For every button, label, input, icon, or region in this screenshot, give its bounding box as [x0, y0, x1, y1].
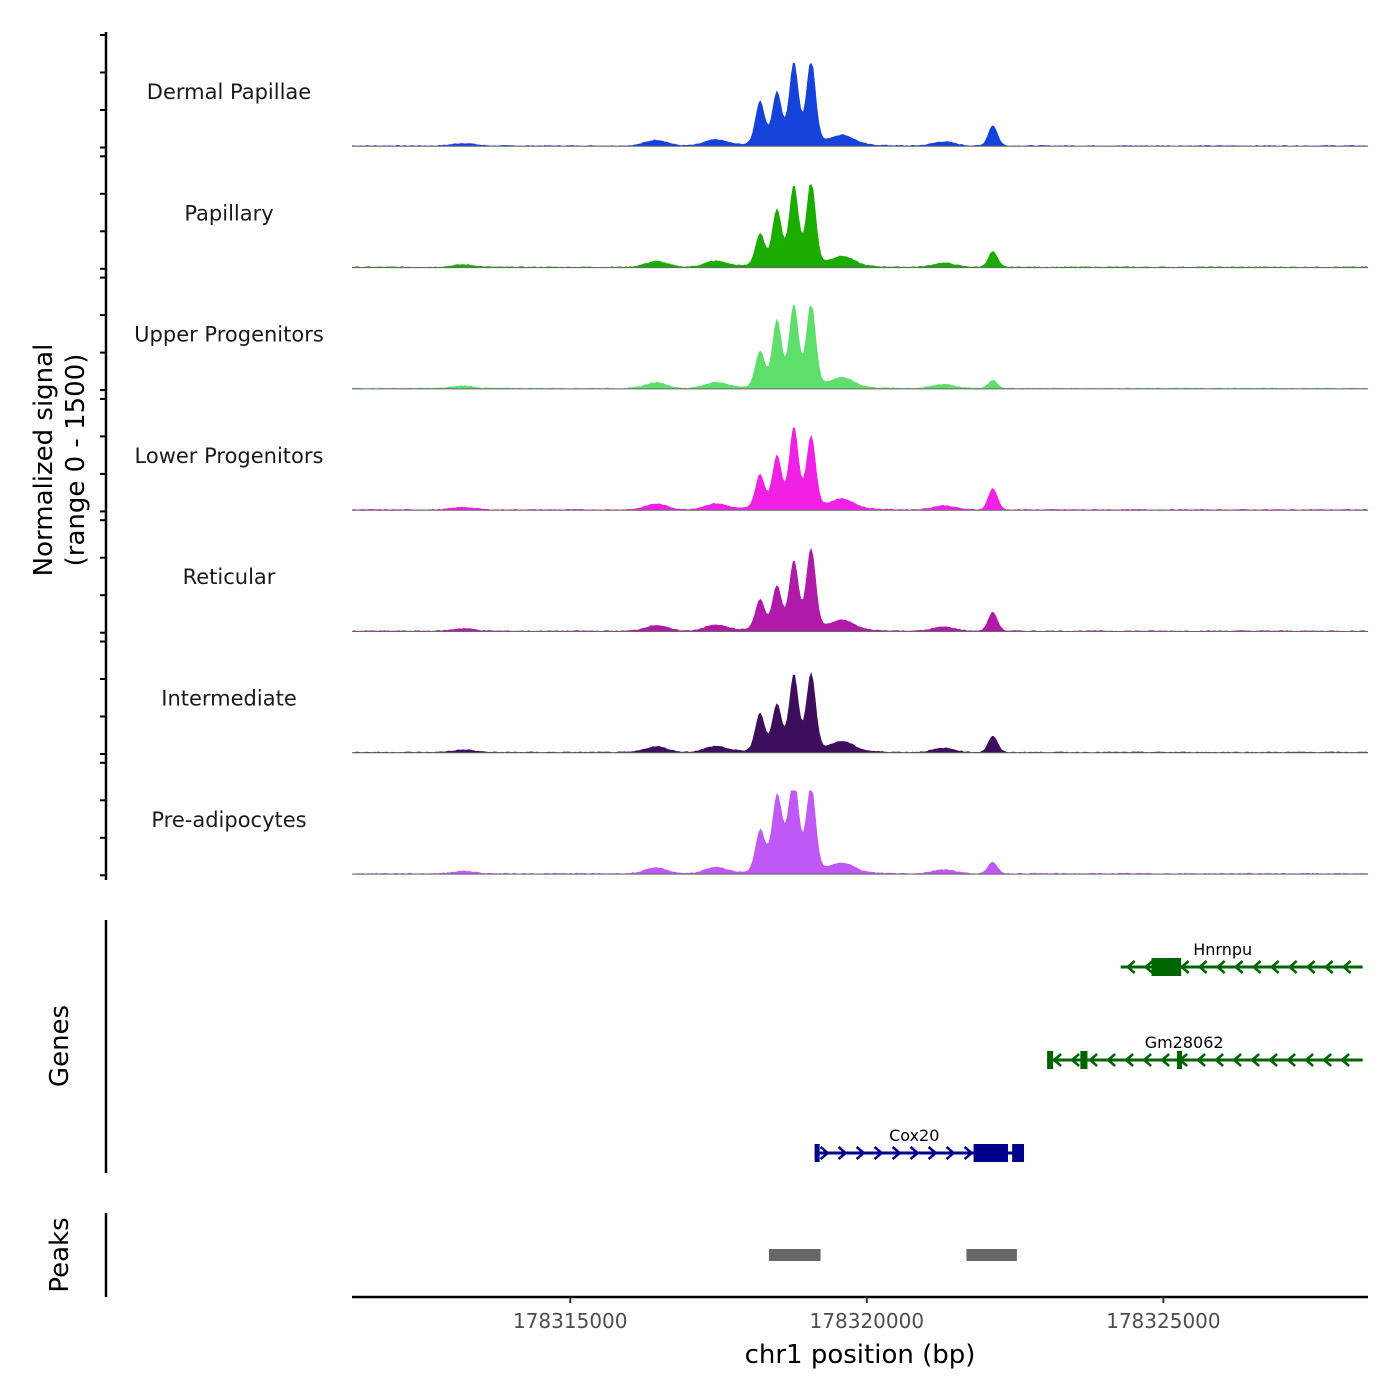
strand-arrow — [1142, 1053, 1152, 1067]
signal-area — [352, 62, 1368, 147]
track-label: Pre-adipocytes — [151, 808, 306, 832]
gene-exon — [973, 1144, 1008, 1162]
strand-arrow — [1160, 1053, 1170, 1067]
strand-arrow — [1179, 960, 1190, 974]
strand-arrow — [873, 1146, 884, 1160]
strand-arrow — [1305, 960, 1316, 974]
gene-model: Cox20 — [814, 1126, 1024, 1162]
strand-arrow — [1215, 960, 1226, 974]
strand-arrow — [1196, 1053, 1206, 1067]
track-label: Reticular — [183, 565, 276, 589]
strand-arrow — [1124, 1053, 1134, 1067]
strand-arrow — [963, 1146, 974, 1160]
gene-model: Hnrnpu — [1120, 940, 1363, 976]
gene-model: Gm28062 — [1047, 1033, 1363, 1069]
gene-exon — [814, 1144, 820, 1162]
track-label: Upper Progenitors — [134, 323, 324, 347]
x-tick-label: 178325000 — [1106, 1309, 1221, 1333]
signal-track: Pre-adipocytes — [151, 790, 1368, 875]
strand-arrow — [945, 1146, 956, 1160]
peak-region — [966, 1249, 1017, 1261]
strand-arrow — [909, 1146, 920, 1160]
strand-arrow — [1052, 1053, 1062, 1067]
gene-exon — [1151, 958, 1182, 976]
genes-track: Hnrnpu Gm28062 Cox20 — [814, 940, 1363, 1162]
strand-arrow — [1340, 1053, 1350, 1067]
signal-track: Papillary — [184, 184, 1368, 269]
strand-arrow — [1106, 1053, 1116, 1067]
strand-arrow — [1250, 1053, 1260, 1067]
gene-label: Gm28062 — [1145, 1033, 1224, 1052]
strand-arrow — [1143, 960, 1154, 974]
strand-arrow — [1088, 1053, 1098, 1067]
strand-arrow — [819, 1146, 830, 1160]
strand-arrow — [1322, 1053, 1332, 1067]
signal-y-axis-ticks — [100, 34, 106, 877]
strand-arrow — [927, 1146, 938, 1160]
gene-exon — [1080, 1051, 1088, 1069]
track-label: Dermal Papillae — [147, 80, 311, 104]
strand-arrow — [1304, 1053, 1314, 1067]
gene-label: Hnrnpu — [1193, 940, 1252, 959]
track-label: Papillary — [184, 201, 273, 225]
strand-arrow — [1070, 1053, 1080, 1067]
signal-track: Intermediate — [161, 672, 1368, 754]
peaks-track — [768, 1249, 1017, 1261]
strand-arrow — [837, 1146, 848, 1160]
gene-exon — [1047, 1051, 1054, 1069]
strand-arrow — [1232, 1053, 1242, 1067]
signal-track: Lower Progenitors — [135, 427, 1368, 511]
strand-arrow — [1214, 1053, 1224, 1067]
gene-exon — [1012, 1144, 1024, 1162]
strand-arrow — [1233, 960, 1244, 974]
track-label: Lower Progenitors — [135, 444, 324, 468]
gene-exon — [1177, 1051, 1183, 1069]
strand-arrow — [855, 1146, 866, 1160]
strand-arrow — [891, 1146, 902, 1160]
peak-region — [768, 1249, 821, 1261]
strand-arrow — [1341, 960, 1352, 974]
signal-area — [352, 305, 1368, 389]
signal-tracks: Dermal Papillae Papillary Upper Progenitor… — [134, 62, 1368, 875]
x-axis-title: chr1 position (bp) — [745, 1340, 976, 1370]
y-axis-title: Normalized signal (range 0 - 1500) — [29, 344, 91, 577]
track-label: Intermediate — [161, 687, 297, 711]
gene-label: Cox20 — [889, 1126, 939, 1145]
peaks-track-label: Peaks — [45, 1217, 75, 1292]
signal-area — [352, 184, 1368, 268]
signal-area — [352, 790, 1368, 875]
signal-track: Dermal Papillae — [147, 62, 1368, 147]
strand-arrow — [1197, 960, 1208, 974]
strand-arrow — [1125, 960, 1136, 974]
signal-area — [352, 672, 1368, 753]
y-axis-title-line-1: Normalized signal — [29, 344, 59, 577]
strand-arrow — [1269, 960, 1280, 974]
x-axis-ticks: 178315000 178320000 178325000 — [513, 1297, 1221, 1333]
strand-arrow — [1286, 1053, 1296, 1067]
x-tick-label: 178320000 — [810, 1309, 925, 1333]
strand-arrow — [1323, 960, 1334, 974]
signal-track: Upper Progenitors — [134, 305, 1368, 390]
x-tick-label: 178315000 — [513, 1309, 628, 1333]
strand-arrow — [1287, 960, 1298, 974]
y-axis-title-line-2: (range 0 - 1500) — [61, 354, 91, 567]
genes-track-label: Genes — [45, 1005, 75, 1087]
signal-area — [352, 427, 1368, 511]
strand-arrow — [1268, 1053, 1278, 1067]
signal-area — [352, 547, 1368, 632]
signal-track: Reticular — [183, 547, 1368, 632]
strand-arrow — [1251, 960, 1262, 974]
